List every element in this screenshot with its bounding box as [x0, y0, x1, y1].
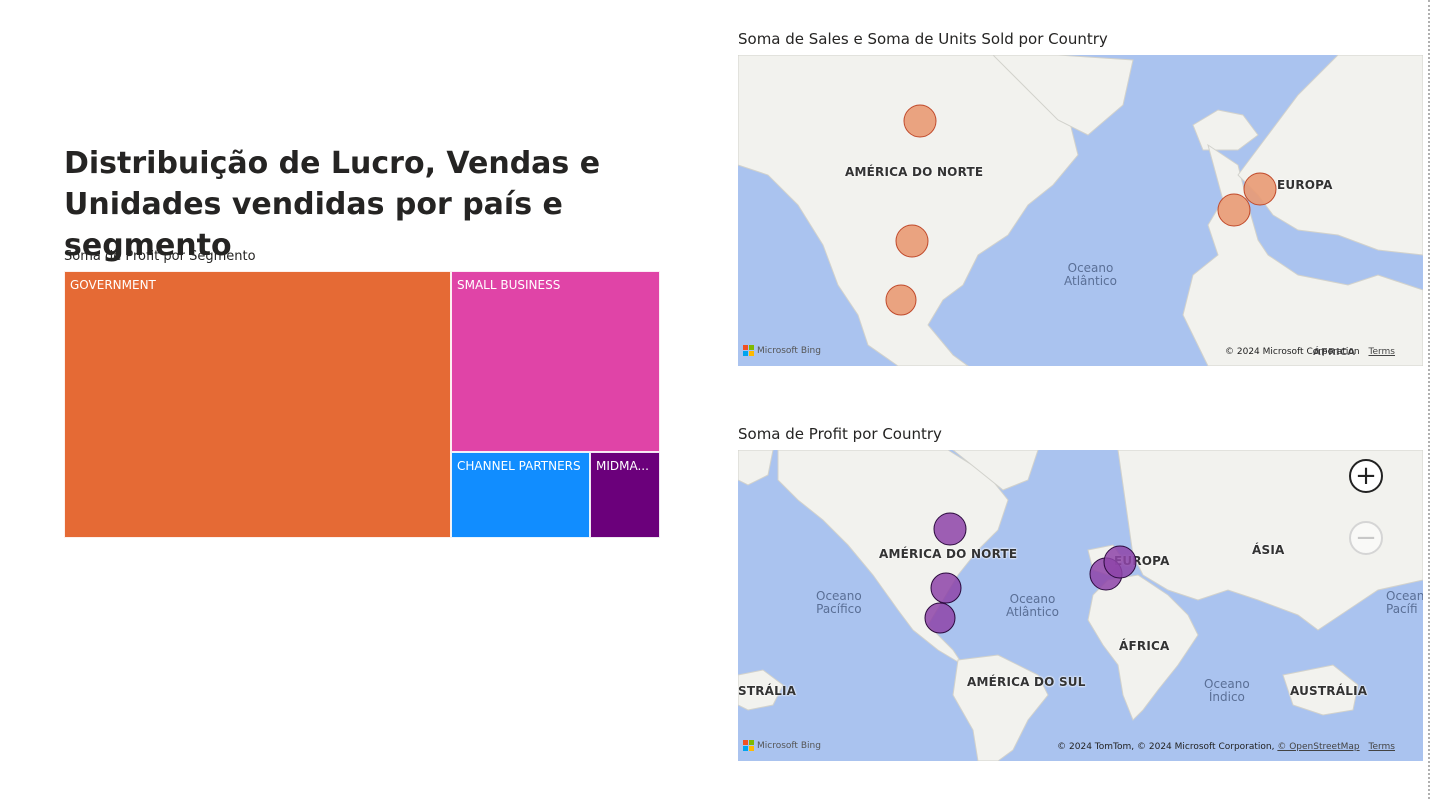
bubble-usa[interactable]	[930, 572, 962, 604]
label-south-america: AMÉRICA DO SUL	[967, 675, 1086, 689]
bubble-germany[interactable]	[1103, 545, 1137, 579]
bing-logo: Microsoft Bing	[743, 740, 821, 751]
terms-link[interactable]: Terms	[1368, 742, 1395, 752]
microsoft-logo-icon	[743, 345, 754, 356]
report-title: Distribuição de Lucro, Vendas e Unidades…	[64, 146, 601, 263]
microsoft-logo-icon	[743, 740, 754, 751]
copyright-text: © 2024 Microsoft Corporation	[1225, 347, 1360, 357]
bubble-mexico[interactable]	[924, 602, 956, 634]
sales-map[interactable]: AMÉRICA DO NORTE EUROPA ÁFRICA Oceano At…	[738, 55, 1423, 366]
label-africa: ÁFRICA	[1119, 639, 1170, 653]
bubble-mexico[interactable]	[885, 284, 917, 316]
treemap-chart: GOVERNMENT SMALL BUSINESS CHANNEL PARTNE…	[64, 271, 660, 538]
label-asia: ÁSIA	[1252, 543, 1285, 557]
map-copyright: © 2024 Microsoft Corporation Terms	[1225, 347, 1395, 357]
tile-label: GOVERNMENT	[70, 278, 156, 292]
tile-label: MIDMA...	[596, 459, 649, 473]
label-africa-partial: ÁFRICA	[1313, 347, 1356, 358]
profit-map[interactable]: AMÉRICA DO NORTE EUROPA ÁSIA ÁFRICA AMÉR…	[738, 450, 1423, 761]
ocean-atlantic-label: Oceano Atlântico	[1064, 261, 1117, 288]
sales-map-land	[738, 55, 1423, 366]
label-north-america: AMÉRICA DO NORTE	[879, 547, 1018, 561]
ocean-pacific-right-label: Ocean Pacífi	[1386, 589, 1423, 616]
label-australia-partial: STRÁLIA	[738, 684, 797, 698]
label-north-america: AMÉRICA DO NORTE	[845, 165, 984, 179]
bubble-canada[interactable]	[903, 104, 937, 138]
copyright-text: © 2024 TomTom, © 2024 Microsoft Corporat…	[1057, 742, 1275, 752]
ocean-atlantic-label: Oceano Atlântico	[1006, 592, 1059, 619]
terms-link[interactable]: Terms	[1368, 347, 1395, 357]
openstreetmap-link[interactable]: © OpenStreetMap	[1277, 742, 1360, 752]
zoom-in-button[interactable]: +	[1349, 459, 1383, 493]
bubble-usa[interactable]	[895, 224, 929, 258]
tile-label: CHANNEL PARTNERS	[457, 459, 581, 473]
zoom-out-button[interactable]: −	[1349, 521, 1383, 555]
tile-label: SMALL BUSINESS	[457, 278, 561, 292]
treemap-tile-small-business[interactable]: SMALL BUSINESS	[451, 271, 660, 452]
map-copyright: © 2024 TomTom, © 2024 Microsoft Corporat…	[1057, 742, 1395, 752]
ocean-indian-label: Oceano Índico	[1204, 677, 1250, 704]
bing-label: Microsoft Bing	[757, 345, 821, 356]
bing-label: Microsoft Bing	[757, 740, 821, 751]
label-europe: EUROPA	[1277, 178, 1333, 192]
treemap-title: Soma de Profit por Segmento	[64, 249, 256, 264]
canvas-edge	[1428, 0, 1430, 799]
bing-logo: Microsoft Bing	[743, 345, 821, 356]
profit-map-title: Soma de Profit por Country	[738, 425, 942, 443]
label-australia: AUSTRÁLIA	[1290, 684, 1368, 698]
bubble-germany[interactable]	[1243, 172, 1277, 206]
treemap-tile-midmarket[interactable]: MIDMA...	[590, 452, 660, 538]
bubble-france[interactable]	[1217, 193, 1251, 227]
treemap-tile-government[interactable]: GOVERNMENT	[64, 271, 451, 538]
ocean-pacific-left-label: Oceano Pacífico	[816, 589, 862, 616]
treemap-tile-channel-partners[interactable]: CHANNEL PARTNERS	[451, 452, 590, 538]
profit-map-land	[738, 450, 1423, 761]
sales-bubbles	[885, 104, 1277, 316]
bubble-canada[interactable]	[933, 512, 967, 546]
profit-bubbles	[924, 512, 1137, 634]
sales-map-title: Soma de Sales e Soma de Units Sold por C…	[738, 30, 1108, 48]
